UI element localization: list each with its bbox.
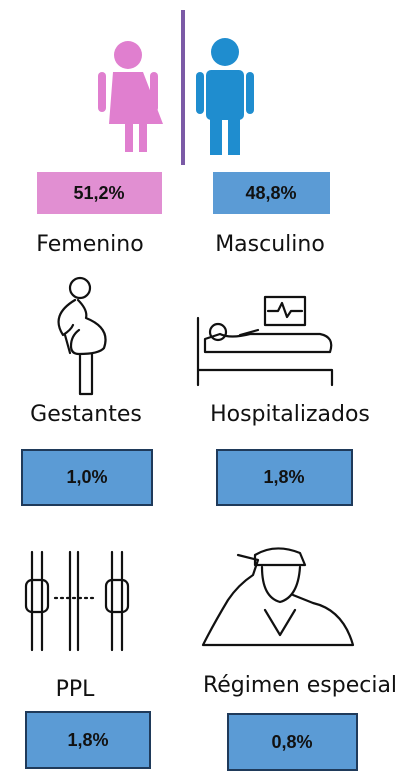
soldier-icon — [203, 548, 353, 645]
value: 0,8% — [271, 732, 312, 752]
label: Gestantes — [30, 402, 142, 427]
prison-icon — [26, 552, 128, 650]
pregnant-icon — [59, 278, 106, 394]
value: 48,8% — [245, 183, 296, 203]
label: Régimen especial — [203, 673, 397, 698]
hospital-icon — [198, 297, 332, 385]
infographic: 51,2% 48,8% Femenino Masculino Gestantes… — [0, 0, 418, 782]
value: 51,2% — [73, 183, 124, 203]
value: 1,0% — [66, 467, 107, 487]
value: 1,8% — [67, 730, 108, 750]
label: Masculino — [215, 232, 325, 257]
female-icon — [98, 41, 163, 152]
male-icon — [196, 38, 254, 155]
label: PPL — [56, 677, 96, 702]
value: 1,8% — [263, 467, 304, 487]
label: Hospitalizados — [210, 402, 370, 427]
label: Femenino — [36, 232, 143, 257]
